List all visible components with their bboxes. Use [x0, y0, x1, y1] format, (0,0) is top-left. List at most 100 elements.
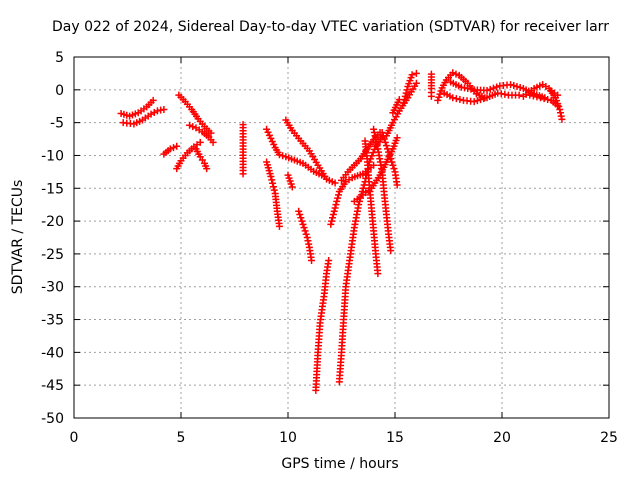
data-point [355, 201, 363, 209]
data-point [388, 158, 396, 166]
plot-frame [73, 56, 610, 419]
data-point [301, 227, 309, 235]
y-tick-label: -20 [41, 214, 64, 230]
data-point [328, 217, 336, 225]
y-tick-label: -25 [41, 247, 64, 263]
data-point [300, 224, 308, 232]
data-point [480, 95, 488, 103]
data-point [386, 151, 394, 159]
data-point [308, 256, 316, 264]
data-point [332, 201, 340, 209]
data-point [449, 94, 457, 102]
data-point [327, 220, 335, 228]
data-point [186, 121, 194, 129]
data-point [434, 96, 442, 104]
data-point [359, 184, 367, 192]
data-point [381, 138, 389, 146]
data-point [402, 89, 410, 97]
data-point [166, 145, 174, 153]
data-point [513, 83, 521, 91]
data-point [554, 102, 562, 110]
data-point [330, 207, 338, 215]
data-point [403, 86, 411, 94]
data-point [389, 161, 397, 169]
y-tick-label: -45 [41, 378, 64, 394]
data-point [477, 96, 485, 104]
data-point [209, 138, 217, 146]
data-point [270, 186, 278, 194]
data-point [401, 92, 409, 100]
data-point [483, 86, 491, 94]
data-point [449, 69, 457, 77]
y-tick-label: -5 [50, 116, 64, 132]
data-point [196, 138, 204, 146]
data-point [387, 155, 395, 163]
data-point [493, 83, 501, 91]
data-point [486, 85, 494, 93]
data-point [390, 165, 398, 173]
data-point [435, 93, 443, 101]
data-point [267, 172, 275, 180]
x-tick-label: 10 [279, 430, 297, 446]
x-tick-label: 25 [600, 430, 618, 446]
data-point [526, 91, 534, 99]
data-point [382, 142, 390, 150]
y-tick-label: 0 [55, 83, 64, 99]
chart-title: Day 022 of 2024, Sidereal Day-to-day VTE… [52, 19, 609, 35]
data-point [393, 134, 401, 142]
data-point [554, 91, 562, 99]
data-point [239, 170, 247, 178]
data-point [374, 270, 382, 278]
data-point [295, 207, 303, 215]
data-point [533, 93, 541, 101]
data-point [540, 95, 548, 103]
data-point [393, 181, 401, 189]
data-point [452, 70, 460, 78]
y-tick-label: -15 [41, 181, 64, 197]
y-tick-label: -40 [41, 345, 64, 361]
data-point [489, 84, 497, 92]
data-point [173, 142, 181, 150]
data-point [302, 230, 310, 238]
x-tick-label: 15 [386, 430, 404, 446]
data-points [117, 69, 566, 394]
x-tick-label: 0 [70, 430, 79, 446]
data-point [297, 214, 305, 222]
data-point [331, 204, 339, 212]
data-point [544, 95, 552, 103]
data-point [207, 129, 215, 137]
data-point [537, 94, 545, 102]
y-tick-label: -50 [41, 411, 64, 427]
data-point [408, 71, 416, 79]
y-tick-label: -35 [41, 313, 64, 329]
data-point [529, 92, 537, 100]
y-tick-label: -30 [41, 280, 64, 296]
data-point [150, 108, 158, 116]
data-point [275, 151, 283, 159]
data-point [412, 79, 420, 87]
data-point [333, 197, 341, 205]
data-point [329, 211, 337, 219]
data-point [507, 81, 515, 89]
data-point [385, 148, 393, 156]
data-point [436, 90, 444, 98]
data-point [473, 97, 481, 105]
x-tick-label: 20 [493, 430, 511, 446]
data-point [325, 256, 333, 264]
data-point [384, 145, 392, 153]
data-point [170, 144, 178, 152]
data-point [515, 91, 523, 99]
data-point [387, 247, 395, 255]
data-point [298, 217, 306, 225]
data-point [516, 84, 524, 92]
data-point [412, 69, 420, 77]
data-point [299, 220, 307, 228]
data-point [189, 123, 197, 131]
axis-ticks: 0 5 10 15 20 25 5 0 -5 -10 -15 -20 -25 -30 -35 -40 -45 -5… [41, 50, 618, 446]
data-point [268, 176, 276, 184]
data-point [331, 179, 339, 187]
data-point [149, 96, 157, 104]
data-point [329, 214, 337, 222]
data-point [427, 92, 435, 100]
